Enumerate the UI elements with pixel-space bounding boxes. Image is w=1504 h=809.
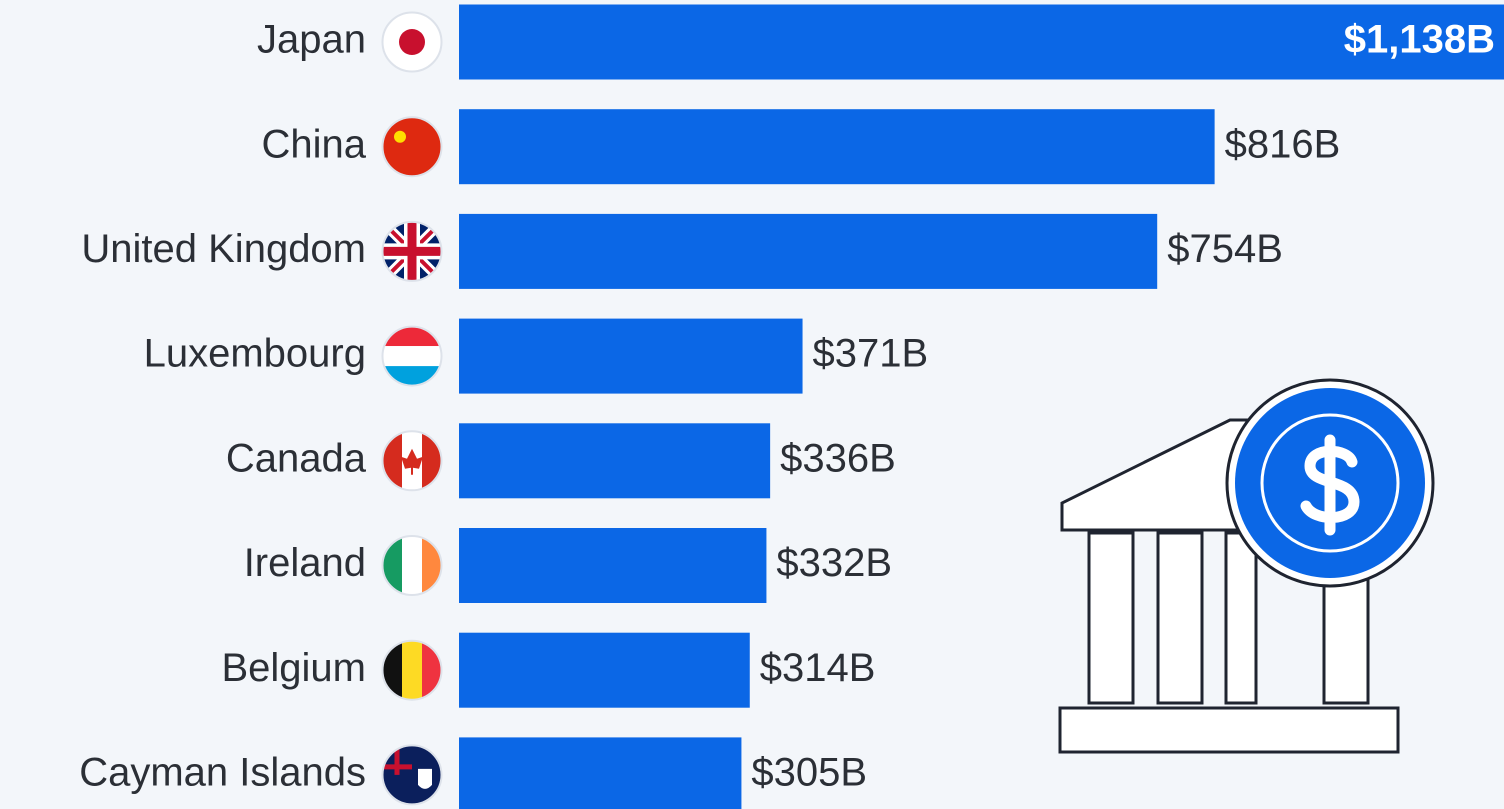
flag-part <box>383 641 402 700</box>
bar <box>459 632 750 708</box>
flag-part <box>383 222 441 281</box>
category-label: Ireland <box>244 541 366 585</box>
flag-icon <box>383 327 441 386</box>
value-label: $305B <box>751 750 867 794</box>
bank-icon <box>1058 378 1435 754</box>
flag-ring <box>381 744 443 806</box>
flag-icon <box>383 536 441 595</box>
flag-icon <box>383 431 441 490</box>
value-label: $1,138B <box>1344 18 1495 62</box>
bar <box>459 423 771 499</box>
flag-part <box>383 327 441 347</box>
value-label: $314B <box>760 646 876 690</box>
bar <box>459 213 1158 289</box>
flag-icon <box>383 641 441 700</box>
flag-part <box>422 431 441 490</box>
category-label: Belgium <box>221 646 366 690</box>
flag-icon <box>383 117 441 176</box>
bar <box>459 737 742 809</box>
flag-part <box>383 346 441 367</box>
flag-icon <box>383 222 441 281</box>
category-label: United Kingdom <box>81 227 366 271</box>
flag-ring <box>381 11 443 73</box>
flag-part <box>383 431 402 490</box>
flag-part <box>394 130 406 143</box>
bar <box>459 4 1504 80</box>
flag-part <box>418 768 432 789</box>
flag-part <box>422 536 441 595</box>
flag-icon <box>383 13 441 71</box>
bar <box>459 318 803 394</box>
flag-part <box>402 641 422 700</box>
bar <box>459 109 1215 185</box>
flag-part <box>399 29 425 55</box>
flag-ring <box>381 535 443 596</box>
flag-part <box>422 641 441 700</box>
flag-ring <box>381 220 443 282</box>
value-label: $754B <box>1167 227 1283 271</box>
flag-part <box>402 536 422 595</box>
flag-part <box>383 366 441 386</box>
value-label: $816B <box>1225 122 1341 166</box>
category-label: Cayman Islands <box>79 750 366 794</box>
bar <box>459 528 767 603</box>
flag-part <box>401 448 423 475</box>
flag-part <box>383 536 402 595</box>
flag-ring <box>381 639 443 701</box>
flag-ring <box>381 325 443 387</box>
category-label: Luxembourg <box>144 332 366 376</box>
value-label: $332B <box>776 541 892 585</box>
value-label: $371B <box>813 332 929 376</box>
flag-part <box>383 117 441 176</box>
category-label: Japan <box>257 18 366 62</box>
value-label: $336B <box>780 436 896 480</box>
flag-ring <box>381 430 443 492</box>
category-label: China <box>261 122 366 166</box>
flag-ring <box>381 116 443 178</box>
category-label: Canada <box>226 436 367 480</box>
